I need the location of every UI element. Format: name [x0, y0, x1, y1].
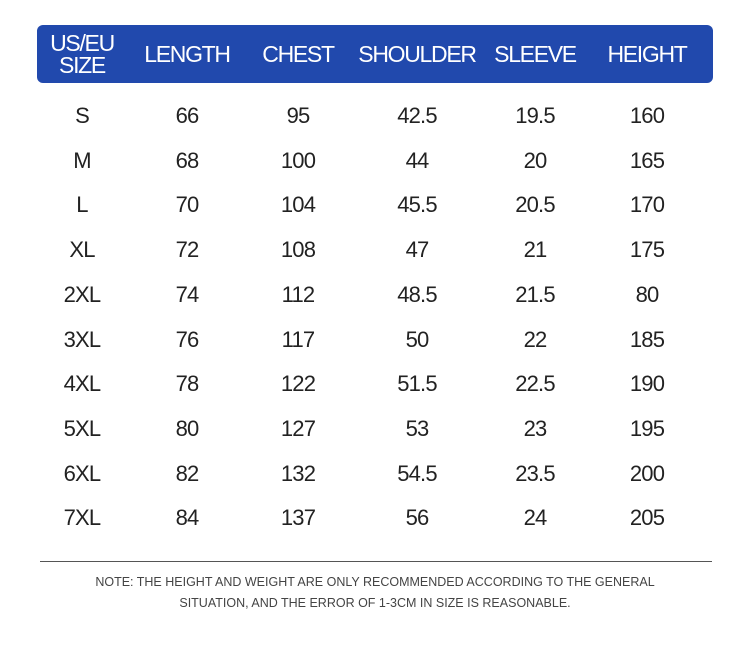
header-size: US/EU SIZE [50, 30, 115, 78]
cell-chest: 122 [280, 371, 316, 397]
table-row: L 70 104 45.5 20.5 170 [0, 190, 750, 220]
cell-height: 195 [629, 415, 665, 441]
cell-length: 70 [175, 192, 200, 218]
cell-sleeve: 22.5 [515, 371, 555, 397]
cell-size: L [76, 192, 88, 218]
cell-shoulder: 50 [405, 326, 430, 352]
cell-height: 170 [629, 192, 665, 218]
cell-length: 84 [175, 505, 200, 531]
cell-chest: 104 [280, 192, 316, 218]
table-row: XL 72 108 47 21 175 [0, 235, 750, 265]
cell-length: 72 [175, 237, 200, 263]
table-row: M 68 100 44 20 165 [0, 146, 750, 176]
cell-height: 190 [629, 371, 665, 397]
cell-size: 7XL [63, 505, 102, 531]
cell-sleeve: 20.5 [515, 192, 555, 218]
cell-height: 175 [629, 237, 665, 263]
table-row: 7XL 84 137 56 24 205 [0, 503, 750, 533]
cell-shoulder: 51.5 [397, 371, 437, 397]
cell-size: S [75, 103, 90, 128]
cell-size: 5XL [63, 415, 102, 441]
cell-length: 80 [175, 415, 200, 441]
table-row: 6XL 82 132 54.5 23.5 200 [0, 459, 750, 489]
cell-length: 82 [175, 460, 200, 486]
cell-sleeve: 19.5 [515, 103, 555, 128]
cell-chest: 100 [280, 147, 316, 173]
cell-size: M [73, 147, 91, 173]
header-shoulder: SHOULDER [358, 41, 477, 67]
cell-sleeve: 20 [523, 147, 548, 173]
cell-sleeve: 23 [523, 415, 548, 441]
cell-shoulder: 44 [405, 147, 430, 173]
cell-sleeve: 22 [523, 326, 548, 352]
cell-shoulder: 48.5 [397, 281, 437, 307]
header-length: LENGTH [144, 41, 231, 67]
cell-sleeve: 21.5 [515, 281, 555, 307]
cell-length: 76 [175, 326, 200, 352]
cell-size: XL [69, 237, 95, 263]
cell-length: 74 [175, 281, 200, 307]
cell-sleeve: 24 [523, 505, 548, 531]
cell-shoulder: 42.5 [397, 103, 437, 128]
cell-height: 205 [629, 505, 665, 531]
table-row: 2XL 74 112 48.5 21.5 80 [0, 280, 750, 310]
cell-size: 6XL [63, 460, 102, 486]
table-row: 3XL 76 117 50 22 185 [0, 325, 750, 355]
cell-shoulder: 54.5 [397, 460, 437, 486]
table-row: 5XL 80 127 53 23 195 [0, 414, 750, 444]
cell-shoulder: 53 [405, 415, 430, 441]
cell-height: 185 [629, 326, 665, 352]
cell-length: 78 [175, 371, 200, 397]
divider [40, 561, 712, 562]
cell-chest: 127 [280, 415, 316, 441]
cell-height: 165 [629, 147, 665, 173]
cell-chest: 108 [280, 237, 316, 263]
cell-size: 2XL [63, 281, 102, 307]
header-chest: CHEST [262, 41, 335, 67]
cell-shoulder: 47 [405, 237, 430, 263]
cell-chest: 95 [286, 103, 311, 128]
note-line-1: NOTE: THE HEIGHT AND WEIGHT ARE ONLY REC… [95, 575, 655, 589]
size-note: NOTE: THE HEIGHT AND WEIGHT ARE ONLY REC… [0, 572, 750, 614]
cell-size: 3XL [63, 326, 102, 352]
cell-length: 68 [175, 147, 200, 173]
cell-size: 4XL [63, 371, 102, 397]
cell-sleeve: 21 [523, 237, 548, 263]
cell-chest: 112 [281, 281, 315, 307]
cell-sleeve: 23.5 [515, 460, 555, 486]
cell-height: 80 [635, 281, 660, 307]
cell-shoulder: 56 [405, 505, 430, 531]
cell-length: 66 [175, 103, 200, 128]
size-table-header: US/EU SIZE LENGTH CHEST SHOULDER SLEEVE HEIGH… [37, 25, 713, 83]
header-height: HEIGHT [607, 41, 687, 67]
table-row: 4XL 78 122 51.5 22.5 190 [0, 369, 750, 399]
cell-chest: 117 [281, 326, 315, 352]
header-sleeve: SLEEVE [494, 41, 577, 67]
cell-shoulder: 45.5 [397, 192, 437, 218]
note-line-2: SITUATION, AND THE ERROR OF 1-3CM IN SIZ… [179, 596, 571, 610]
cell-chest: 137 [280, 505, 316, 531]
cell-chest: 132 [280, 460, 316, 486]
cell-height: 160 [629, 103, 665, 128]
cell-height: 200 [629, 460, 665, 486]
table-row: S 66 95 42.5 19.5 160 [0, 101, 750, 131]
